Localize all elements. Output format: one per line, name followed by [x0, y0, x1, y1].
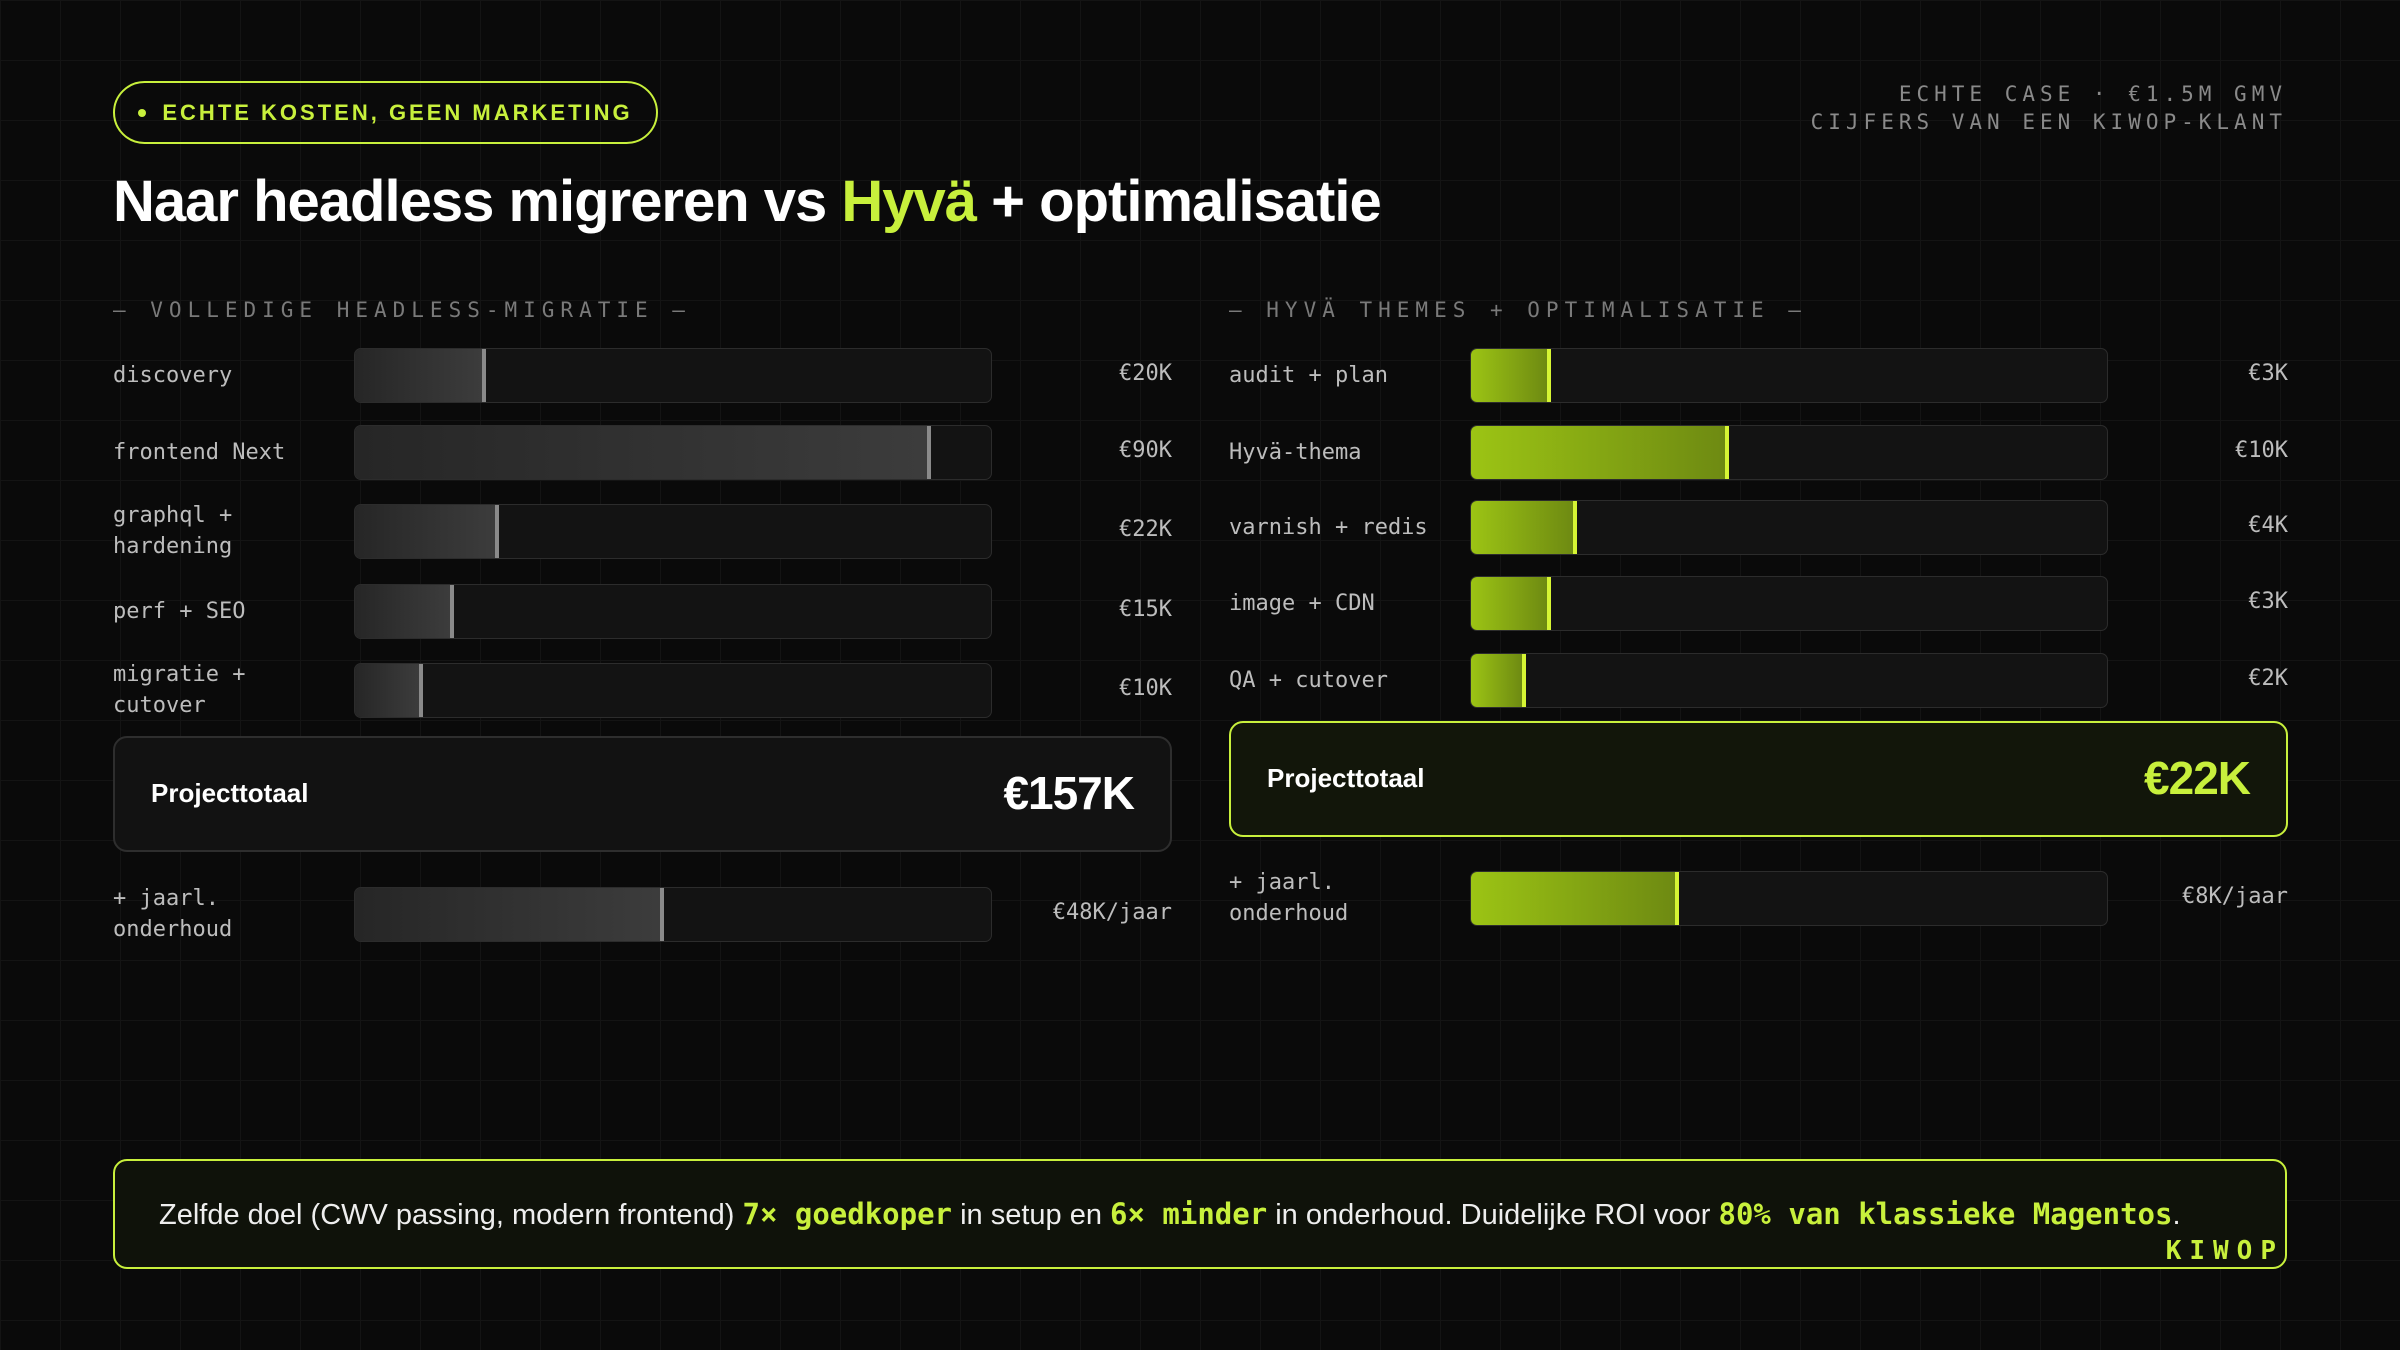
bar-track [354, 348, 992, 403]
bar-track [1470, 576, 2108, 631]
row-label: audit + plan [1229, 362, 1388, 388]
bar-track [1470, 348, 2108, 403]
meta-line: CIJFERS VAN EEN KIWOP-KLANT [1810, 110, 2287, 134]
row-label: varnish + redis [1229, 514, 1428, 540]
highlight: 6× minder [1110, 1197, 1268, 1231]
cost-bar [355, 426, 932, 479]
highlight: 80% van klassieke Magentos [1718, 1197, 2173, 1231]
row-value: €8K/jaar [2182, 884, 2288, 909]
text: + optimalisatie [976, 169, 1382, 234]
cost-bar [1471, 577, 1552, 630]
text: Naar headless migreren vs [113, 169, 842, 234]
total-value: €22K [2144, 752, 2251, 804]
bar-track [354, 887, 992, 942]
row-value: €22K [1119, 517, 1172, 542]
row-label: perf + SEO [113, 598, 246, 624]
cost-bar [355, 349, 487, 402]
row-value: €4K [2248, 513, 2288, 538]
row-label: discovery [113, 362, 233, 388]
cost-bar [355, 505, 499, 558]
text: in setup en [952, 1199, 1111, 1231]
row-label: Hyvä-thema [1229, 439, 1362, 465]
text: in onderhoud. Duidelijke ROI voor [1267, 1199, 1719, 1231]
footer: Zelfde doel (CWV passing, modern fronten… [113, 1159, 2287, 1269]
row-label: frontend Next [113, 439, 286, 465]
row-label: image + CDN [1229, 590, 1375, 616]
bar-track [354, 425, 992, 480]
panel-heading: — VOLLEDIGE HEADLESS-MIGRATIE — [113, 298, 691, 322]
panel-heading: — HYVÄ THEMES + OPTIMALISATIE — [1229, 298, 1807, 322]
badge: ECHTE KOSTEN, GEEN MARKETING [113, 81, 658, 144]
badge-text: ECHTE KOSTEN, GEEN MARKETING [162, 99, 633, 125]
bar-track [1470, 500, 2108, 555]
highlight: Hyvä [841, 169, 977, 234]
badge-dot [138, 108, 147, 117]
bar-track [354, 584, 992, 639]
maintenance-bar [1471, 872, 1679, 925]
cost-bar [1471, 654, 1526, 707]
row-value: €15K [1119, 597, 1172, 622]
cost-bar [355, 664, 423, 717]
row-value: €3K [2248, 589, 2288, 614]
row-label: migratie + cutover [113, 662, 246, 718]
maintenance-bar [355, 888, 665, 941]
row-label: + jaarl. onderhoud [1229, 870, 1349, 926]
row-value: €20K [1119, 361, 1172, 386]
highlight: 7× goedkoper [742, 1197, 953, 1231]
bar-track [354, 504, 992, 559]
meta-line: ECHTE CASE · €1.5M GMV [1898, 82, 2287, 106]
total-value: €157K [1003, 767, 1135, 819]
row-label: QA + cutover [1229, 667, 1388, 693]
row-label: graphql + hardening [113, 503, 233, 559]
row-value: €10K [2235, 438, 2288, 463]
row-value: €2K [2248, 666, 2288, 691]
row-value: €90K [1119, 438, 1172, 463]
title: Naar headless migreren vs Hyvä + optimal… [113, 168, 1382, 235]
row-value: €10K [1119, 676, 1172, 701]
row-label: + jaarl. onderhoud [113, 886, 233, 942]
cost-bar [1471, 349, 1552, 402]
bar-track [1470, 653, 2108, 708]
bar-track [1470, 425, 2108, 480]
row-value: €48K/jaar [1052, 900, 1172, 925]
total-label: Projecttotaal [1267, 763, 1425, 793]
text: Zelfde doel (CWV passing, modern fronten… [159, 1199, 743, 1231]
total-box: Projecttotaal €22K [1229, 721, 2288, 837]
brand: KIWOP [2165, 1236, 2284, 1266]
total-label: Projecttotaal [151, 778, 309, 808]
cost-bar [1471, 501, 1577, 554]
cost-bar [355, 585, 455, 638]
bar-track [1470, 871, 2108, 926]
total-box: Projecttotaal €157K [113, 736, 1172, 852]
row-value: €3K [2248, 361, 2288, 386]
cost-bar [1471, 426, 1730, 479]
text: . [2172, 1199, 2181, 1231]
meta: ECHTE CASE · €1.5M GMV CIJFERS VAN EEN KI… [1811, 80, 2287, 136]
footer-text: Zelfde doel (CWV passing, modern fronten… [159, 1161, 2181, 1268]
bar-track [354, 663, 992, 718]
